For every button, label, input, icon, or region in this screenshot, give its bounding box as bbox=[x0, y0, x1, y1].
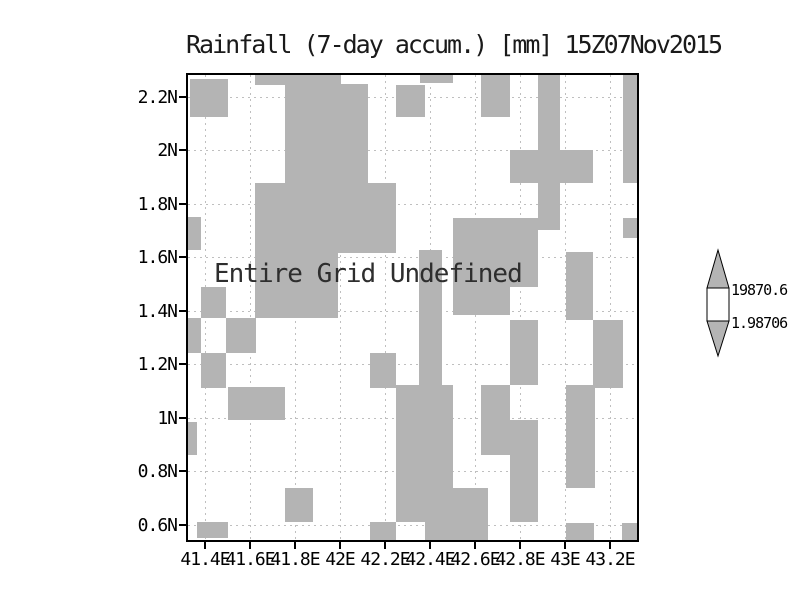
x-tick-label: 41.8E bbox=[270, 549, 320, 570]
plot-frame: Entire Grid Undefined bbox=[186, 73, 639, 542]
vertical-gridline bbox=[385, 75, 386, 540]
undefined-cell bbox=[538, 183, 560, 230]
undefined-cell bbox=[481, 75, 510, 117]
undefined-cell bbox=[255, 253, 338, 318]
vertical-gridline bbox=[565, 75, 566, 540]
undefined-cell bbox=[201, 287, 226, 318]
undefined-cell bbox=[419, 250, 442, 385]
vertical-gridline bbox=[520, 75, 521, 540]
y-tick-label: 1.6N bbox=[137, 247, 178, 268]
y-tick-label: 1.2N bbox=[137, 354, 178, 375]
undefined-cell bbox=[453, 218, 538, 287]
x-tick-mark bbox=[294, 542, 296, 549]
colorbar-max-label: 19870.6 bbox=[731, 281, 788, 299]
vertical-gridline bbox=[610, 75, 611, 540]
undefined-cell bbox=[188, 318, 201, 353]
undefined-cell bbox=[370, 522, 396, 540]
y-tick-label: 0.6N bbox=[137, 515, 178, 536]
y-tick-label: 2N bbox=[157, 140, 178, 161]
x-tick-mark bbox=[474, 542, 476, 549]
undefined-cell bbox=[593, 320, 623, 388]
x-tick-mark bbox=[564, 542, 566, 549]
undefined-cell bbox=[453, 488, 488, 540]
x-tick-mark bbox=[204, 542, 206, 549]
vertical-gridline bbox=[340, 75, 341, 540]
x-tick-label: 42E bbox=[325, 549, 356, 570]
undefined-cell bbox=[255, 75, 341, 85]
undefined-cell bbox=[226, 318, 256, 353]
x-tick-mark bbox=[339, 542, 341, 549]
colorbar bbox=[706, 248, 730, 358]
y-tick-label: 1N bbox=[157, 408, 178, 429]
undefined-cell bbox=[201, 353, 226, 388]
y-tick-label: 1.8N bbox=[137, 194, 178, 215]
x-tick-label: 41.6E bbox=[225, 549, 275, 570]
y-tick-mark bbox=[179, 363, 186, 365]
horizontal-gridline bbox=[188, 364, 637, 365]
horizontal-gridline bbox=[188, 150, 637, 151]
y-tick-mark bbox=[179, 310, 186, 312]
x-tick-mark bbox=[609, 542, 611, 549]
undefined-cell bbox=[285, 488, 313, 522]
colorbar-min-label: 1.98706 bbox=[731, 314, 788, 332]
y-tick-label: 1.4N bbox=[137, 301, 178, 322]
undefined-cell bbox=[566, 252, 593, 320]
x-tick-mark bbox=[384, 542, 386, 549]
undefined-cell bbox=[190, 79, 228, 117]
horizontal-gridline bbox=[188, 525, 637, 526]
undefined-cell bbox=[285, 84, 368, 183]
x-tick-label: 42.2E bbox=[360, 549, 410, 570]
colorbar-up-arrow-icon bbox=[706, 248, 730, 289]
colorbar-box bbox=[706, 287, 730, 322]
undefined-cell bbox=[538, 75, 560, 150]
undefined-cell bbox=[622, 523, 637, 540]
undefined-cell bbox=[510, 320, 538, 385]
y-tick-mark bbox=[179, 417, 186, 419]
plot-title: Rainfall (7-day accum.) [mm] 15Z07Nov201… bbox=[186, 30, 723, 59]
x-tick-label: 43.2E bbox=[585, 549, 635, 570]
undefined-cell bbox=[188, 422, 197, 455]
undefined-cell bbox=[510, 150, 593, 183]
undefined-grid-message: Entire Grid Undefined bbox=[214, 259, 523, 289]
plot-area: Entire Grid Undefined bbox=[188, 75, 637, 540]
undefined-cell bbox=[197, 522, 228, 538]
undefined-cell bbox=[370, 353, 396, 388]
undefined-cell bbox=[566, 523, 594, 540]
y-tick-mark bbox=[179, 96, 186, 98]
undefined-cell bbox=[228, 387, 285, 420]
undefined-cell bbox=[188, 217, 201, 250]
x-tick-label: 42.4E bbox=[405, 549, 455, 570]
x-tick-label: 41.4E bbox=[180, 549, 230, 570]
undefined-cell bbox=[396, 85, 425, 117]
y-tick-mark bbox=[179, 149, 186, 151]
x-tick-label: 43E bbox=[550, 549, 581, 570]
undefined-cell bbox=[255, 183, 396, 253]
x-tick-mark bbox=[519, 542, 521, 549]
y-tick-mark bbox=[179, 203, 186, 205]
undefined-cell bbox=[623, 75, 637, 183]
x-tick-label: 42.6E bbox=[450, 549, 500, 570]
undefined-cell bbox=[453, 287, 510, 315]
undefined-cell bbox=[510, 420, 538, 522]
undefined-cell bbox=[481, 385, 510, 455]
undefined-cell bbox=[566, 385, 595, 488]
undefined-cell bbox=[420, 75, 453, 83]
y-tick-mark bbox=[179, 524, 186, 526]
undefined-cell bbox=[425, 522, 453, 540]
y-tick-label: 2.2N bbox=[137, 87, 178, 108]
vertical-gridline bbox=[250, 75, 251, 540]
colorbar-down-arrow-icon bbox=[706, 320, 730, 358]
x-tick-mark bbox=[429, 542, 431, 549]
undefined-cell bbox=[396, 385, 453, 522]
horizontal-gridline bbox=[188, 257, 637, 258]
x-tick-label: 42.8E bbox=[495, 549, 545, 570]
horizontal-gridline bbox=[188, 311, 637, 312]
y-tick-label: 0.8N bbox=[137, 461, 178, 482]
y-tick-mark bbox=[179, 470, 186, 472]
y-tick-mark bbox=[179, 256, 186, 258]
undefined-cell bbox=[623, 218, 637, 238]
x-tick-mark bbox=[249, 542, 251, 549]
horizontal-gridline bbox=[188, 204, 637, 205]
